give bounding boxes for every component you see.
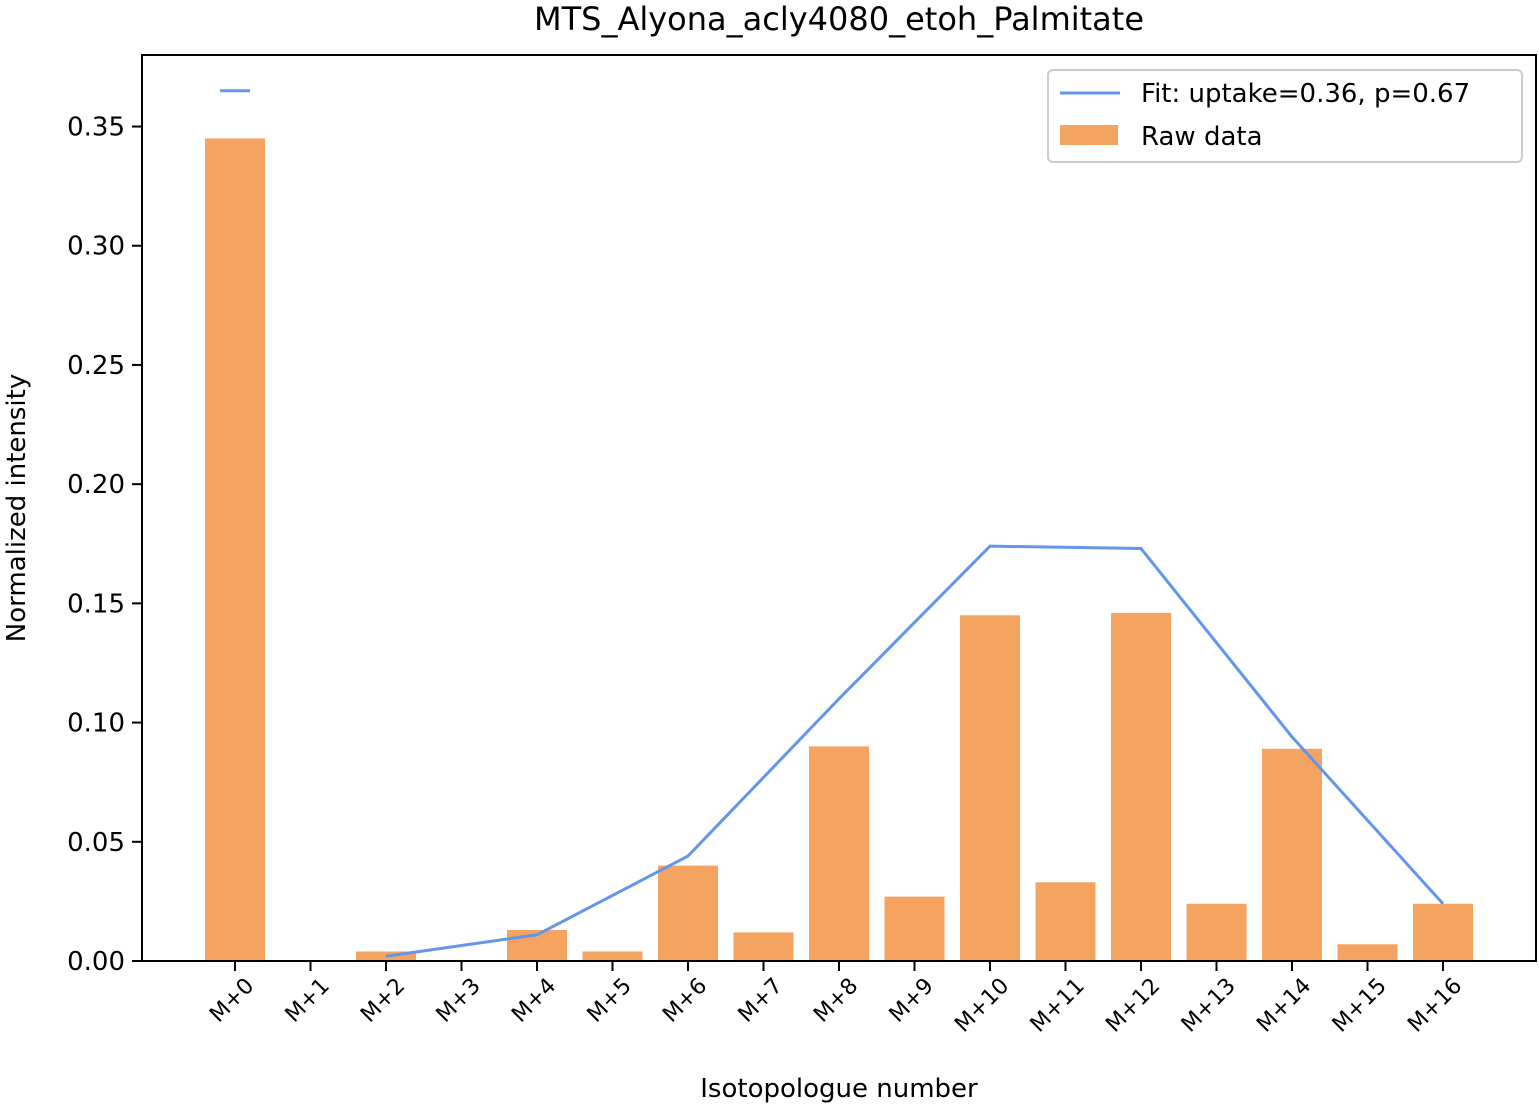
bar-mplus14 bbox=[1262, 748, 1322, 961]
fit-line bbox=[385, 544, 1445, 958]
legend-box bbox=[1047, 69, 1523, 163]
bar-mplus12 bbox=[1111, 612, 1171, 961]
bar-mplus9 bbox=[884, 896, 945, 961]
bar-mplus0 bbox=[205, 138, 265, 961]
bar-mplus16 bbox=[1413, 903, 1473, 961]
x-tick-label: M+8 bbox=[809, 974, 863, 1028]
legend-raw-swatch bbox=[1060, 125, 1118, 145]
legend-fit-label: Fit: uptake=0.36, p=0.67 bbox=[1141, 79, 1470, 109]
chart-title: MTS_Alyona_acly4080_etoh_Palmitate bbox=[534, 0, 1144, 38]
bar-mplus6 bbox=[658, 865, 718, 961]
bars-layer bbox=[205, 138, 1473, 961]
bar-mplus8 bbox=[809, 746, 869, 961]
y-tick-label: 0.00 bbox=[67, 947, 125, 977]
x-axis: M+0 M+1 M+2 M+3 M+4 M+5 M+6 M+7 M+8 M+9 M+10 M+11 M+… bbox=[205, 961, 1467, 1038]
x-tick-label: M+5 bbox=[583, 974, 637, 1028]
legend-raw-label: Raw data bbox=[1141, 122, 1263, 152]
x-tick-label: M+3 bbox=[432, 974, 486, 1028]
bar-mplus10 bbox=[960, 615, 1020, 961]
x-tick-label: M+13 bbox=[1177, 974, 1241, 1038]
x-tick-label: M+9 bbox=[885, 974, 939, 1028]
bar-mplus5 bbox=[582, 951, 643, 961]
y-axis: 0.00 0.05 0.10 0.15 0.20 0.25 0.30 0.35 bbox=[67, 113, 142, 977]
y-tick-label: 0.15 bbox=[67, 589, 125, 619]
fit-line-layer bbox=[220, 89, 1445, 958]
bar-mplus13 bbox=[1186, 903, 1247, 961]
y-tick-label: 0.10 bbox=[67, 709, 125, 739]
bar-mplus7 bbox=[733, 932, 794, 961]
y-tick-label: 0.05 bbox=[67, 828, 125, 858]
bar-mplus11 bbox=[1035, 882, 1096, 961]
y-tick-label: 0.25 bbox=[67, 351, 125, 381]
x-tick-label: M+6 bbox=[658, 974, 712, 1028]
x-tick-label: M+0 bbox=[205, 974, 259, 1028]
legend: Fit: uptake=0.36, p=0.67 Raw data bbox=[1047, 69, 1523, 163]
x-tick-label: M+1 bbox=[281, 974, 335, 1028]
x-tick-label: M+7 bbox=[734, 974, 788, 1028]
y-axis-label: Normalized intensity bbox=[2, 374, 32, 642]
x-tick-label: M+12 bbox=[1101, 974, 1165, 1038]
x-tick-label: M+2 bbox=[356, 974, 410, 1028]
y-tick-label: 0.35 bbox=[67, 113, 125, 143]
y-tick-label: 0.30 bbox=[67, 232, 125, 262]
x-tick-label: M+11 bbox=[1026, 974, 1090, 1038]
x-axis-label: Isotopologue number bbox=[700, 1074, 978, 1104]
y-tick-label: 0.20 bbox=[67, 470, 125, 500]
x-tick-label: M+10 bbox=[950, 974, 1014, 1038]
x-tick-label: M+16 bbox=[1403, 974, 1467, 1038]
x-tick-label: M+4 bbox=[507, 974, 561, 1028]
x-tick-label: M+15 bbox=[1328, 974, 1392, 1038]
bar-mplus15 bbox=[1337, 944, 1398, 961]
x-tick-label: M+14 bbox=[1252, 974, 1316, 1038]
